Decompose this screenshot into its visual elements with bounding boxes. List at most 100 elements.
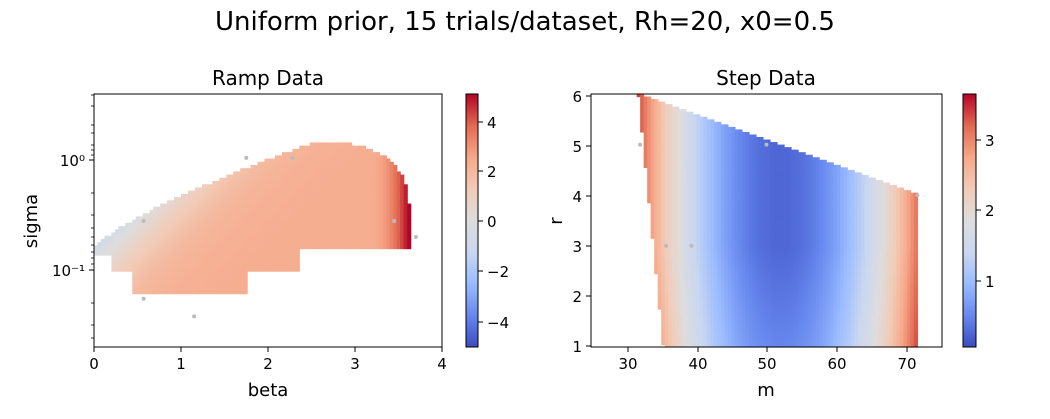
ramp-heatmap-cell	[379, 181, 384, 185]
ramp-heatmap-cell	[219, 251, 224, 256]
step-heatmap-cell	[675, 321, 680, 325]
ramp-heatmap-cell	[323, 155, 328, 160]
ramp-heatmap-cell	[281, 193, 286, 198]
ramp-heatmap-cell	[368, 235, 373, 240]
step-heatmap-cell	[713, 344, 718, 348]
ramp-heatmap-cell	[400, 197, 405, 201]
step-heatmap-cell	[682, 228, 687, 232]
ramp-heatmap-cell	[295, 209, 300, 214]
step-heatmap-cell	[710, 316, 715, 320]
ramp-heatmap-cell	[257, 235, 262, 240]
ramp-heatmap-cell	[295, 187, 300, 192]
step-heatmap-cell	[727, 268, 732, 272]
ramp-heatmap-cell	[135, 245, 140, 250]
step-heatmap-cell	[671, 238, 676, 242]
step-heatmap-cell	[657, 190, 662, 194]
step-heatmap-cell	[647, 169, 652, 174]
step-heatmap-cell	[713, 283, 718, 287]
ramp-heatmap-cell	[393, 222, 398, 227]
step-heatmap-cell	[724, 205, 729, 209]
ramp-heatmap-cell	[389, 177, 394, 182]
ramp-heatmap-cell	[271, 187, 276, 192]
step-heatmap-cell	[692, 187, 697, 191]
step-heatmap-cell	[682, 293, 687, 297]
ramp-heatmap-cell	[268, 251, 273, 256]
ramp-heatmap-cell	[146, 245, 151, 250]
step-heatmap-cell	[657, 278, 662, 282]
ramp-heatmap-cell	[264, 197, 269, 201]
ramp-heatmap-cell	[292, 209, 297, 214]
step-heatmap-cell	[675, 187, 680, 191]
step-heatmap-cell	[717, 263, 722, 267]
ramp-heatmap-cell	[208, 213, 213, 218]
ramp-heatmap-cell	[271, 222, 276, 227]
step-heatmap-cell	[671, 200, 676, 204]
ramp-heatmap-cell	[358, 219, 363, 224]
step-heatmap-cell	[664, 142, 669, 146]
ramp-heatmap-cell	[156, 290, 161, 295]
ramp-heatmap-cell	[361, 238, 367, 243]
ramp-heatmap-cell	[222, 206, 227, 211]
step-heatmap-cell	[738, 339, 743, 343]
ramp-heatmap-cell	[285, 187, 290, 192]
ramp-heatmap-cell	[337, 219, 342, 224]
step-heatmap-cell	[685, 164, 690, 168]
step-heatmap-cell	[706, 119, 711, 123]
ramp-heatmap-cell	[194, 216, 199, 221]
step-heatmap-cell	[678, 253, 683, 257]
step-heatmap-cell	[689, 187, 694, 191]
ramp-heatmap-cell	[268, 226, 273, 230]
step-heatmap-cell	[682, 331, 687, 335]
ramp-heatmap-cell	[403, 206, 408, 211]
ramp-heatmap-cell	[337, 152, 342, 156]
ramp-heatmap-cell	[309, 181, 314, 185]
ramp-heatmap-cell	[292, 148, 297, 153]
ramp-heatmap-cell	[288, 238, 293, 243]
ramp-heatmap-cell	[299, 161, 304, 166]
step-heatmap-cell	[643, 147, 648, 151]
ramp-heatmap-cell	[278, 184, 283, 189]
ramp-heatmap-cell	[271, 232, 276, 237]
step-heatmap-cell	[713, 336, 718, 341]
step-heatmap-cell	[668, 336, 673, 341]
ramp-heatmap-cell	[226, 203, 231, 208]
step-heatmap-cell	[717, 243, 722, 247]
ramp-heatmap-cell	[97, 242, 102, 246]
step-heatmap-cell	[731, 192, 736, 196]
ramp-heatmap-cell	[355, 164, 360, 169]
step-heatmap-cell	[668, 303, 673, 308]
step-heatmap-cell	[685, 200, 690, 204]
step-heatmap-cell	[664, 192, 669, 196]
ramp-heatmap-cell	[205, 216, 210, 221]
step-heatmap-cell	[696, 319, 701, 323]
step-heatmap-cell	[734, 316, 740, 320]
ramp-heatmap-cell	[254, 174, 259, 179]
ramp-heatmap-cell	[288, 187, 293, 192]
ramp-heatmap-cell	[400, 187, 405, 192]
ramp-heatmap-cell	[212, 267, 217, 272]
step-heatmap-cell	[675, 293, 680, 297]
ramp-heatmap-cell	[236, 216, 241, 221]
ramp-heatmap-cell	[323, 190, 328, 195]
step-heatmap-cell	[654, 187, 659, 191]
step-heatmap-cell	[685, 303, 690, 308]
step-heatmap-cell	[703, 329, 708, 333]
ramp-heatmap-cell	[264, 242, 269, 246]
step-heatmap-cell	[689, 316, 694, 320]
ramp-heatmap-cell	[361, 184, 367, 189]
ramp-heatmap-cell	[281, 200, 286, 205]
step-heatmap-cell	[678, 258, 683, 262]
step-heatmap-cell	[734, 154, 740, 158]
step-heatmap-cell	[668, 174, 673, 179]
step-heatmap-cell	[696, 230, 701, 234]
ramp-heatmap-cell	[201, 238, 206, 243]
ramp-heatmap-cell	[295, 181, 300, 185]
ramp-heatmap-cell	[348, 171, 353, 176]
step-heatmap-cell	[671, 149, 676, 153]
step-heatmap-cell	[664, 137, 669, 141]
ramp-heatmap-cell	[309, 200, 314, 205]
step-heatmap-cell	[678, 185, 683, 189]
ramp-heatmap-cell	[177, 245, 182, 250]
step-heatmap-cell	[692, 306, 697, 310]
ramp-heatmap-cell	[215, 242, 220, 246]
